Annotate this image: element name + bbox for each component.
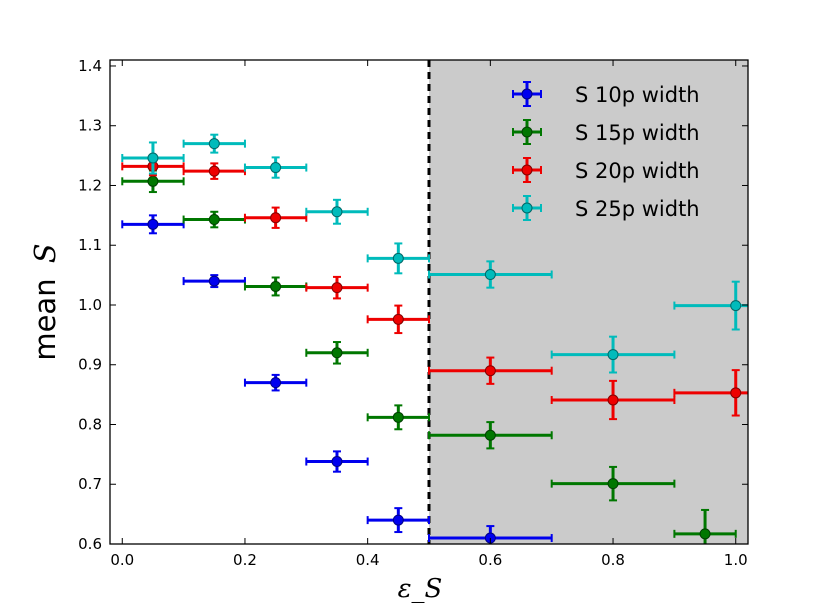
series-3 [121,156,748,421]
marker [208,214,220,226]
marker [270,280,282,292]
y-tick-label: 1.1 [78,236,102,254]
legend-item: S 20p width [512,157,700,183]
data-point [366,304,430,335]
shaded-region [429,60,748,544]
legend-marker [521,202,533,214]
y-axis-label: mean S [28,243,62,360]
series-2 [121,169,737,544]
data-point [428,421,553,450]
x-tick-label: 0.0 [110,551,134,569]
y-axis-label-symbol: S [28,243,62,263]
legend-item: S 10p width [512,81,700,107]
data-point [673,508,737,544]
data-point [121,141,185,175]
data-point [366,404,430,431]
y-tick-label: 0.7 [78,475,102,493]
data-point [366,507,430,534]
marker [607,394,619,406]
marker [208,138,220,150]
legend-marker [521,164,533,176]
y-tick-label: 1.4 [78,57,102,75]
marker [392,514,404,526]
legend-item: S 15p width [512,119,700,145]
marker [331,282,343,294]
data-point [243,156,308,179]
marker [730,387,742,399]
marker [484,365,496,377]
legend-label: S 10p width [575,83,700,107]
tick-layer: 0.0 0.2 0.4 0.6 0.8 1.0 0.6 0.7 0.8 0.9 1.0 1.1 1.2 1… [78,57,748,569]
x-tick-label: 0.6 [478,551,502,569]
data-point [243,373,308,392]
marker [208,275,220,287]
marker [699,528,711,540]
data-point [243,206,308,229]
marker [147,218,159,230]
marker [331,347,343,359]
data-point [550,335,676,374]
shaded-region-layer [429,60,748,544]
data-point [550,465,676,502]
data-point [182,133,246,154]
data-point [305,275,369,300]
legend-label: S 15p width [575,121,700,145]
marker [331,456,343,468]
legend-label: S 20p width [575,159,700,183]
x-axis-label-text: ε_S [398,574,443,604]
marker [484,269,496,281]
marker [392,313,404,325]
y-tick-label: 1.3 [78,117,102,135]
marker [484,429,496,441]
y-tick-label: 0.6 [78,535,102,553]
data-point [673,369,748,417]
data-point [428,356,553,385]
marker [392,252,404,264]
marker [147,152,159,164]
y-tick-label: 0.8 [78,415,102,433]
y-axis-label-prefix: mean [28,278,62,360]
data-point [121,214,185,235]
x-tick-label: 0.2 [233,551,257,569]
y-tick-label: 0.9 [78,356,102,374]
y-tick-label: 1.2 [78,176,102,194]
y-tick-label: 1.0 [78,296,102,314]
data-point [550,379,676,421]
series-layer [121,133,748,544]
legend-item: S 25p width [512,195,700,221]
legend: S 10p width S 15p width S 20p width S 25p w… [512,81,700,221]
x-tick-label: 1.0 [724,551,748,569]
marker [147,175,159,187]
x-tick-label: 0.4 [356,551,380,569]
marker [392,411,404,423]
data-point [366,242,430,275]
legend-label: S 25p width [575,197,700,221]
x-axis-label: ε_S [398,574,443,604]
marker [208,165,220,177]
legend-marker [521,126,533,138]
x-tick-label: 0.8 [601,551,625,569]
data-point [428,260,553,289]
data-point [673,280,748,331]
legend-marker [521,88,533,100]
data-point [305,198,369,225]
series-4 [121,133,748,374]
marker [607,349,619,361]
data-point [305,450,369,473]
marker [270,212,282,224]
marker [607,478,619,490]
series-1 [121,214,553,544]
data-point [305,341,369,365]
plot-frame [109,59,749,545]
marker [730,300,742,312]
marker [270,377,282,389]
marker [270,162,282,174]
marker [331,206,343,218]
